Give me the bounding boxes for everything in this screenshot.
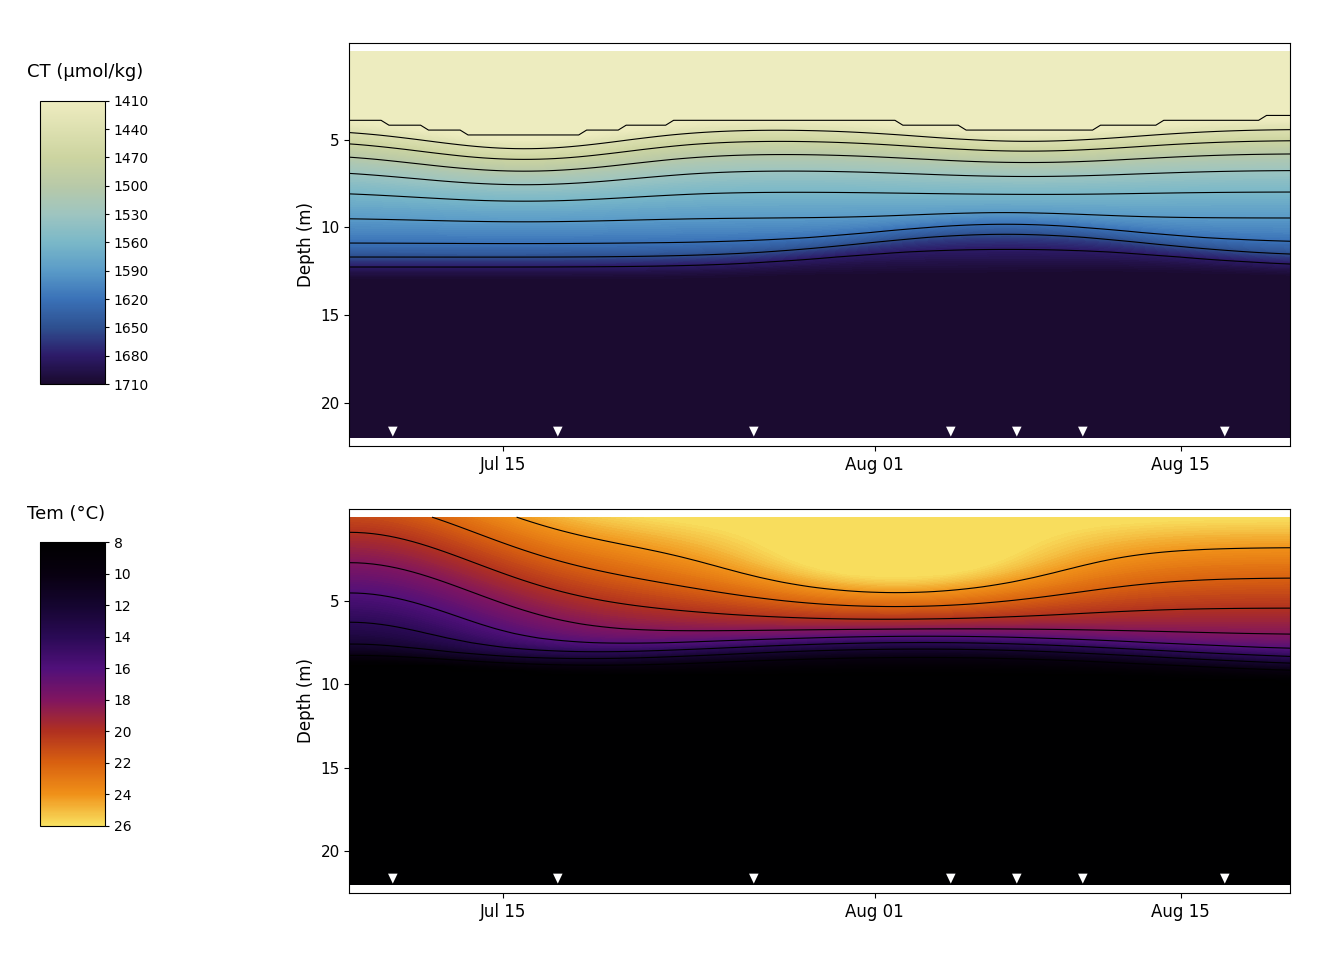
Y-axis label: Depth (m): Depth (m) bbox=[297, 203, 314, 287]
Text: ▼: ▼ bbox=[1220, 424, 1230, 438]
Text: ▼: ▼ bbox=[1012, 872, 1021, 884]
Text: ▼: ▼ bbox=[388, 872, 398, 884]
Text: ▼: ▼ bbox=[1012, 424, 1021, 438]
Text: CT (μmol/kg): CT (μmol/kg) bbox=[27, 63, 142, 81]
Text: ▼: ▼ bbox=[946, 424, 956, 438]
Text: ▼: ▼ bbox=[1220, 872, 1230, 884]
Text: ▼: ▼ bbox=[1078, 872, 1087, 884]
Y-axis label: Depth (m): Depth (m) bbox=[297, 659, 314, 743]
Text: ▼: ▼ bbox=[1078, 424, 1087, 438]
Text: ▼: ▼ bbox=[946, 872, 956, 884]
Text: ▼: ▼ bbox=[388, 424, 398, 438]
Text: ▼: ▼ bbox=[750, 424, 759, 438]
Text: ▼: ▼ bbox=[552, 872, 562, 884]
Text: ▼: ▼ bbox=[750, 872, 759, 884]
Text: ▼: ▼ bbox=[552, 424, 562, 438]
Text: Tem (°C): Tem (°C) bbox=[27, 505, 105, 522]
